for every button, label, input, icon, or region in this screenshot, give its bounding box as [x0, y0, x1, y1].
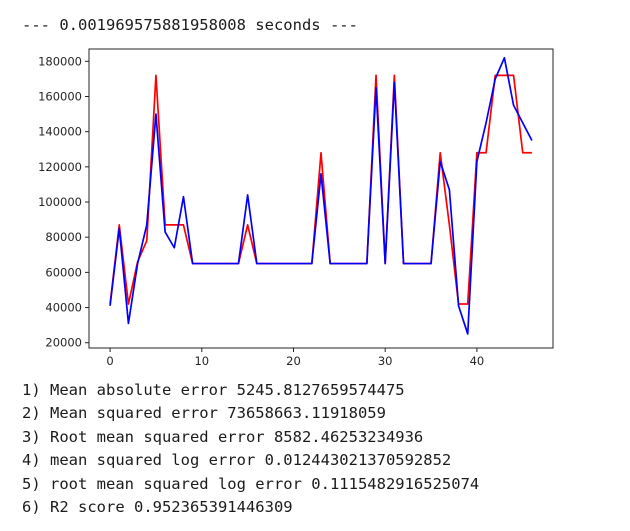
metric-rmsle: 5) root mean squared log error 0.1115482… — [22, 474, 480, 493]
y-tick-label: 120000 — [38, 160, 82, 174]
y-tick-label: 140000 — [38, 125, 82, 139]
metric-msle: 4) mean squared log error 0.012443021370… — [22, 451, 452, 470]
y-tick-label: 80000 — [45, 230, 82, 244]
x-tick-label: 30 — [378, 354, 393, 368]
y-tick-label: 160000 — [38, 89, 82, 103]
line-chart: 0 10 20 30 40 20000 40000 60000 80000 100000 12000… — [38, 48, 554, 368]
x-tick-label: 20 — [286, 354, 301, 368]
x-tick-label: 0 — [106, 354, 113, 368]
metric-mse: 2) Mean squared error 73658663.11918059 — [22, 404, 386, 423]
metric-mae: 1) Mean absolute error 5245.812765957447… — [22, 381, 405, 399]
metrics-output: 1) Mean absolute error 5245.812765957447… — [22, 379, 479, 519]
x-tick-label: 10 — [194, 354, 209, 368]
y-tick-label: 180000 — [38, 54, 82, 68]
plot-frame — [88, 48, 554, 349]
x-tick-label: 40 — [470, 354, 485, 368]
y-tick-label: 20000 — [45, 336, 82, 350]
y-tick-label: 100000 — [38, 195, 82, 209]
y-tick-label: 40000 — [45, 301, 82, 315]
y-tick-label: 60000 — [45, 265, 82, 279]
timing-output: --- 0.001969575881958008 seconds --- — [22, 16, 358, 34]
metric-rmse: 3) Root mean squared error 8582.46253234… — [22, 427, 424, 446]
series-line-0 — [109, 74, 532, 305]
metric-r2: 6) R2 score 0.952365391446309 — [22, 497, 293, 516]
series-line-1 — [109, 56, 533, 335]
plot-area: 0 10 20 30 40 20000 40000 60000 80000 100000 12000… — [38, 48, 554, 368]
